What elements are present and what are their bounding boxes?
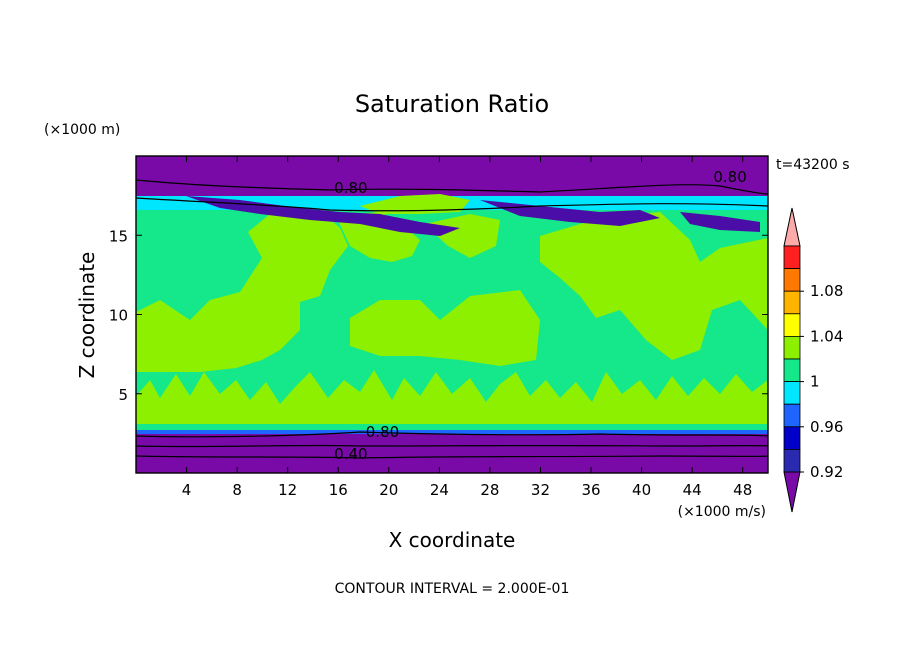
y-tick-label: 15 bbox=[109, 227, 128, 245]
y-axis-ticks: 5 10 15 bbox=[109, 227, 768, 404]
colorbar-over-triangle bbox=[783, 207, 801, 247]
x-tick-label: 32 bbox=[531, 481, 550, 499]
region-lime-lower-band bbox=[136, 370, 768, 424]
x-axis-label: X coordinate bbox=[389, 528, 516, 552]
contour-label: 0.80 bbox=[713, 168, 746, 186]
colorbar: 0.92 0.96 1 1.04 1.08 bbox=[783, 207, 843, 513]
region-lime-blob-3 bbox=[424, 214, 500, 258]
region-top-dark-streak-3 bbox=[680, 212, 760, 232]
x-tick-label: 12 bbox=[278, 481, 297, 499]
contour-lines bbox=[135, 179, 769, 459]
plot-area bbox=[135, 155, 769, 474]
region-lime-blob-1 bbox=[136, 210, 348, 372]
x-tick-label: 16 bbox=[329, 481, 348, 499]
x-tick-label: 36 bbox=[581, 481, 600, 499]
x-tick-label: 40 bbox=[632, 481, 651, 499]
x-axis-ticks: 4 8 12 16 20 24 28 32 36 40 44 48 bbox=[182, 156, 752, 499]
colorbar-swatch bbox=[783, 358, 801, 383]
time-label: t=43200 s bbox=[776, 157, 850, 173]
x-tick-label: 4 bbox=[182, 481, 192, 499]
chart-title: Saturation Ratio bbox=[355, 90, 549, 118]
colorbar-swatch bbox=[783, 426, 801, 450]
colorbar-tick-label: 0.96 bbox=[810, 418, 843, 436]
contour-label: 0.40 bbox=[334, 445, 367, 463]
x-tick-label: 20 bbox=[379, 481, 398, 499]
region-top-dark-streak-1 bbox=[186, 196, 460, 236]
region-lime-blob-5 bbox=[350, 290, 540, 366]
colorbar-tick-label: 1.08 bbox=[810, 282, 843, 300]
colorbar-tick-label: 1 bbox=[810, 373, 820, 391]
contour-label: 0.80 bbox=[366, 423, 399, 441]
contour-line-top-080 bbox=[135, 179, 769, 195]
colorbar-swatch bbox=[783, 448, 801, 473]
contour-label: 0.80 bbox=[334, 179, 367, 197]
contour-line-top-edge bbox=[135, 197, 769, 212]
colorbar-swatch bbox=[783, 381, 801, 405]
region-lime-blob-4 bbox=[540, 212, 768, 360]
y-tick-label: 5 bbox=[118, 386, 128, 404]
x-unit-label: (×1000 m/s) bbox=[678, 504, 766, 520]
x-tick-label: 48 bbox=[733, 481, 752, 499]
region-bottom-purple bbox=[136, 434, 768, 473]
colorbar-swatch bbox=[783, 403, 801, 428]
x-tick-label: 44 bbox=[683, 481, 702, 499]
region-top-cloud-lime bbox=[360, 194, 470, 214]
footer-contour-interval: CONTOUR INTERVAL = 2.000E-01 bbox=[335, 581, 570, 597]
x-tick-label: 28 bbox=[480, 481, 499, 499]
colorbar-under-triangle bbox=[783, 471, 801, 513]
y-axis-label: Z coordinate bbox=[75, 252, 99, 379]
region-top-purple bbox=[136, 156, 768, 196]
colorbar-swatch bbox=[783, 313, 801, 337]
colorbar-swatch bbox=[783, 290, 801, 315]
colorbar-swatch bbox=[783, 268, 801, 292]
x-tick-label: 8 bbox=[232, 481, 242, 499]
colorbar-swatch bbox=[783, 335, 801, 360]
y-unit-label: (×1000 m) bbox=[44, 122, 120, 138]
contour-line-bottom-040 bbox=[135, 455, 769, 459]
contour-line-bottom-inner bbox=[135, 444, 769, 448]
colorbar-tick-label: 0.92 bbox=[810, 463, 843, 481]
x-tick-label: 24 bbox=[430, 481, 449, 499]
y-tick-label: 10 bbox=[109, 307, 128, 325]
region-bottom-blue-edge bbox=[136, 430, 768, 434]
colorbar-swatch bbox=[783, 245, 801, 270]
contour-labels: 0.80 0.80 0.80 0.40 bbox=[334, 168, 747, 463]
contour-line-bottom-080 bbox=[135, 431, 769, 438]
colorbar-tick-label: 1.04 bbox=[810, 327, 843, 345]
